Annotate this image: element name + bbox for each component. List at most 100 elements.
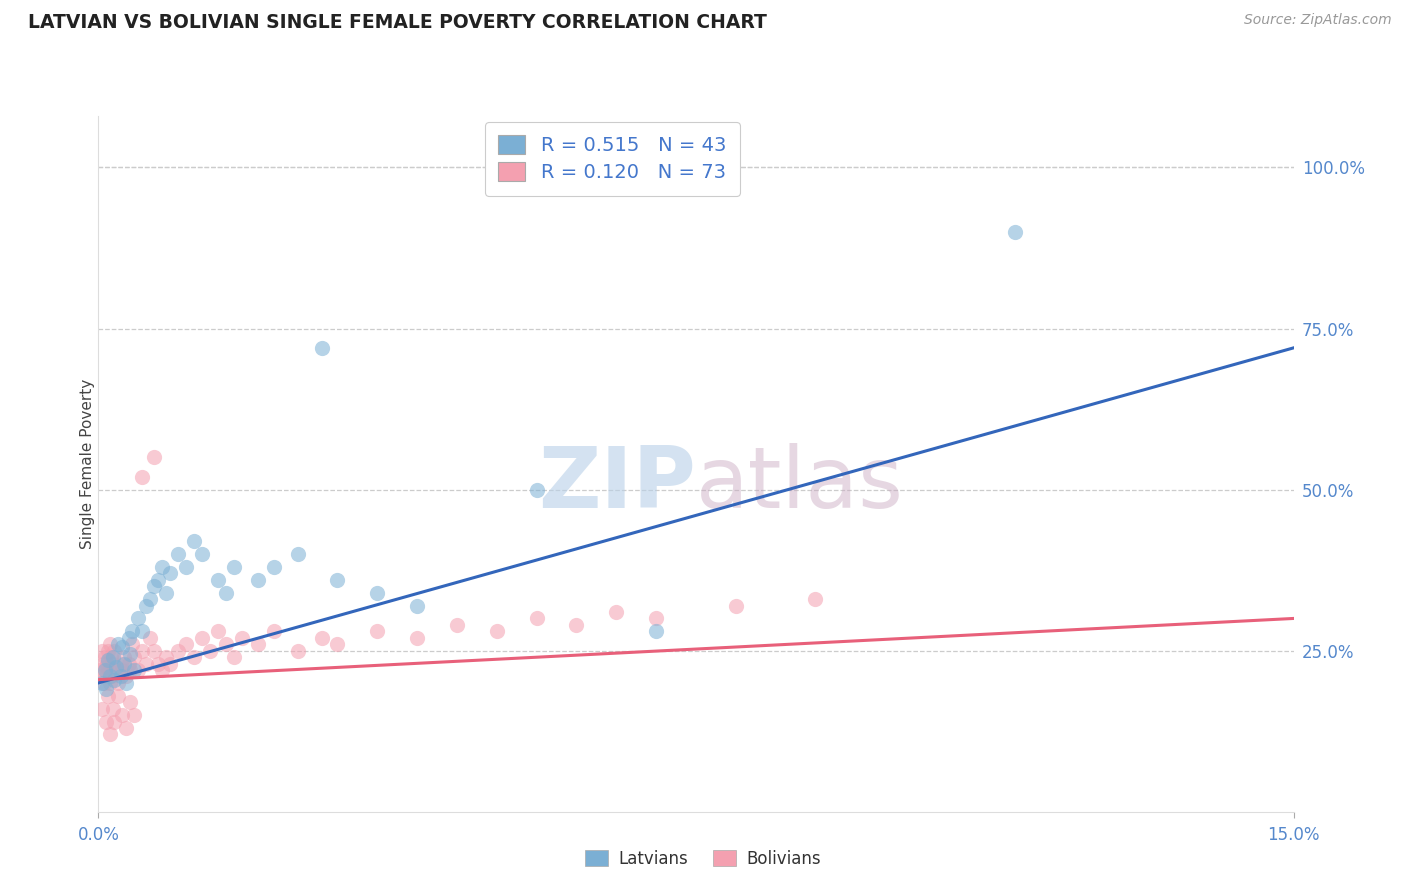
Point <box>90 643 112 657</box>
Point <box>103 714 125 729</box>
Y-axis label: Single Female Poverty: Single Female Poverty <box>80 379 94 549</box>
Point <box>103 643 125 657</box>
Point <box>97 653 120 667</box>
Point <box>135 657 157 671</box>
Point <box>143 643 166 657</box>
Point <box>263 560 285 574</box>
Point <box>174 560 197 574</box>
Point <box>139 631 162 645</box>
Point <box>174 637 197 651</box>
Point <box>107 637 129 651</box>
Point <box>263 624 285 639</box>
Point <box>207 573 229 587</box>
Point <box>101 669 124 683</box>
Point <box>159 566 181 581</box>
Point <box>104 663 127 677</box>
Point <box>191 631 214 645</box>
Point <box>98 727 122 741</box>
Point <box>366 585 388 599</box>
Point <box>107 676 129 690</box>
Point <box>150 663 173 677</box>
Legend: R = 0.515   N = 43, R = 0.120   N = 73: R = 0.515 N = 43, R = 0.120 N = 73 <box>485 122 740 195</box>
Point <box>311 341 333 355</box>
Point <box>94 650 117 665</box>
Point <box>121 637 143 651</box>
Point <box>526 483 548 497</box>
Point <box>605 605 627 619</box>
Point <box>101 701 124 715</box>
Point <box>485 624 508 639</box>
Point <box>406 599 429 613</box>
Point <box>91 657 114 671</box>
Point <box>120 663 142 677</box>
Point <box>110 669 132 683</box>
Point <box>94 660 117 674</box>
Point <box>110 657 132 671</box>
Text: atlas: atlas <box>696 443 904 526</box>
Point <box>191 547 214 561</box>
Point <box>112 657 135 671</box>
Point <box>1004 225 1026 239</box>
Point <box>124 708 146 723</box>
Point <box>127 611 149 625</box>
Point <box>155 585 177 599</box>
Point <box>139 592 162 607</box>
Point <box>167 643 190 657</box>
Point <box>198 643 221 657</box>
Point <box>311 631 333 645</box>
Point <box>118 657 141 671</box>
Point <box>287 547 309 561</box>
Point <box>645 624 668 639</box>
Point <box>159 657 181 671</box>
Point <box>100 650 122 665</box>
Text: ZIP: ZIP <box>538 443 696 526</box>
Text: Source: ZipAtlas.com: Source: ZipAtlas.com <box>1244 13 1392 28</box>
Point <box>645 611 668 625</box>
Point <box>111 640 134 655</box>
Point <box>246 637 269 651</box>
Point <box>97 689 120 703</box>
Point <box>93 676 115 690</box>
Point <box>97 663 120 677</box>
Point <box>111 708 134 723</box>
Point <box>246 573 269 587</box>
Point <box>183 534 205 549</box>
Point <box>804 592 827 607</box>
Point <box>101 650 124 665</box>
Point <box>287 643 309 657</box>
Point <box>111 663 134 677</box>
Point <box>118 631 141 645</box>
Point <box>148 657 170 671</box>
Point <box>97 643 120 657</box>
Point <box>91 701 114 715</box>
Point <box>207 624 229 639</box>
Point <box>326 637 349 651</box>
Point <box>96 682 118 697</box>
Point <box>98 637 122 651</box>
Point <box>104 660 127 674</box>
Point <box>94 663 117 677</box>
Point <box>143 579 166 593</box>
Point <box>127 663 149 677</box>
Point <box>143 450 166 465</box>
Point <box>406 631 429 645</box>
Point <box>89 663 111 677</box>
Point <box>148 573 170 587</box>
Point <box>565 618 588 632</box>
Legend: Latvians, Bolivians: Latvians, Bolivians <box>578 844 828 875</box>
Point <box>91 669 114 683</box>
Point <box>135 599 157 613</box>
Point <box>98 676 121 690</box>
Point <box>326 573 349 587</box>
Point <box>167 547 190 561</box>
Point <box>115 676 138 690</box>
Point <box>98 669 122 683</box>
Point <box>120 647 142 661</box>
Point <box>131 469 153 483</box>
Point <box>96 669 118 683</box>
Point <box>124 650 146 665</box>
Point <box>446 618 468 632</box>
Point <box>120 695 142 709</box>
Point <box>115 721 138 735</box>
Point <box>366 624 388 639</box>
